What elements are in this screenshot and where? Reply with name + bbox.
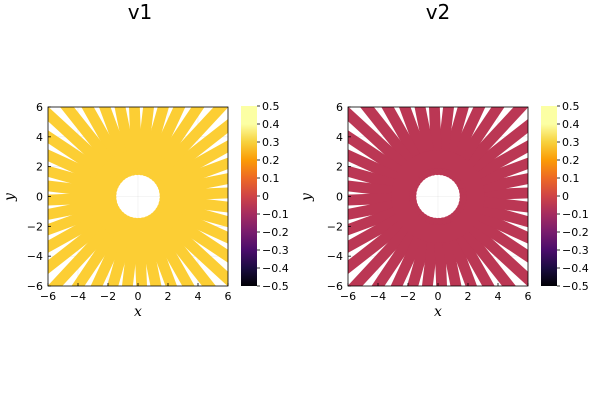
colorbar-tick-label: 0.4 bbox=[262, 118, 280, 131]
chart-title: v2 bbox=[426, 0, 451, 24]
colorbar-tick-label: 0 bbox=[562, 190, 569, 203]
colorbar-tick-label: −0.4 bbox=[262, 262, 289, 275]
y-tick-label: −4 bbox=[327, 250, 343, 263]
x-tick-label: 2 bbox=[165, 290, 172, 303]
y-tick-label: −6 bbox=[27, 280, 43, 293]
colorbar-tick-label: 0.4 bbox=[562, 118, 580, 131]
x-axis-label: x bbox=[134, 304, 142, 320]
y-tick-label: −2 bbox=[27, 220, 43, 233]
x-tick-label: −2 bbox=[100, 290, 116, 303]
y-tick-label: −6 bbox=[327, 280, 343, 293]
colorbar-tick-label: −0.4 bbox=[562, 262, 589, 275]
x-tick-label: 4 bbox=[495, 290, 502, 303]
colorbar-tick-label: −0.3 bbox=[262, 244, 289, 257]
x-tick-label: 0 bbox=[135, 290, 142, 303]
y-tick-label: 2 bbox=[36, 161, 43, 174]
y-axis-label: y bbox=[299, 192, 315, 202]
colorbar-tick-label: −0.5 bbox=[262, 280, 289, 293]
colorbar-tick-label: −0.5 bbox=[562, 280, 589, 293]
x-tick-label: 4 bbox=[195, 290, 202, 303]
colorbar-tick-label: 0.3 bbox=[262, 136, 280, 149]
colorbar-tick-label: −0.3 bbox=[562, 244, 589, 257]
scatter-series bbox=[48, 107, 228, 286]
y-tick-label: 4 bbox=[336, 131, 343, 144]
colorbar bbox=[241, 106, 257, 286]
y-tick-label: 0 bbox=[36, 191, 43, 204]
y-tick-label: 4 bbox=[36, 131, 43, 144]
colorbar-tick-label: 0.2 bbox=[562, 154, 580, 167]
x-axis-label: x bbox=[434, 304, 442, 320]
x-axis-ticks: −6 −4 −2 0 2 4 6 bbox=[40, 283, 232, 303]
colorbar-tick-label: −0.1 bbox=[262, 208, 289, 221]
x-tick-label: −2 bbox=[400, 290, 416, 303]
colorbar-tick-label: −0.2 bbox=[562, 226, 589, 239]
colorbar-tick-label: 0.5 bbox=[262, 100, 280, 113]
colorbar-tick-label: 0 bbox=[262, 190, 269, 203]
x-axis-ticks: −6 −4 −2 0 2 4 6 bbox=[340, 283, 532, 303]
x-tick-label: 6 bbox=[225, 290, 232, 303]
x-tick-label: −6 bbox=[340, 290, 356, 303]
y-axis-ticks: −6 −4 −2 0 2 4 6 bbox=[27, 101, 51, 293]
y-axis-label: y bbox=[2, 192, 18, 202]
y-tick-label: 6 bbox=[336, 101, 343, 114]
colorbar-tick-label: 0.5 bbox=[562, 100, 580, 113]
y-tick-label: 2 bbox=[336, 161, 343, 174]
y-tick-label: −2 bbox=[327, 220, 343, 233]
y-axis-ticks: −6 −4 −2 0 2 4 6 bbox=[327, 101, 351, 293]
colorbar-ticks: 0.5 0.4 0.3 0.2 0.1 0 −0.1 −0.2 −0.3 −0.4 −0.5 bbox=[557, 100, 589, 293]
x-tick-label: −4 bbox=[70, 290, 86, 303]
colorbar-ticks: 0.5 0.4 0.3 0.2 0.1 0 −0.1 −0.2 −0.3 −0.4 −0.5 bbox=[257, 100, 289, 293]
colorbar-tick-label: 0.1 bbox=[562, 172, 580, 185]
x-tick-label: 2 bbox=[465, 290, 472, 303]
chart-title: v1 bbox=[128, 0, 153, 24]
colorbar-tick-label: −0.1 bbox=[562, 208, 589, 221]
x-tick-label: 6 bbox=[525, 290, 532, 303]
scatter-inner-ring bbox=[391, 150, 485, 243]
scatter-series bbox=[348, 107, 528, 286]
x-tick-label: −4 bbox=[370, 290, 386, 303]
colorbar bbox=[541, 106, 557, 286]
y-tick-label: 6 bbox=[36, 101, 43, 114]
scatter-inner-ring bbox=[91, 150, 185, 243]
y-tick-label: 0 bbox=[336, 191, 343, 204]
colorbar-tick-label: −0.2 bbox=[262, 226, 289, 239]
x-tick-label: −6 bbox=[40, 290, 56, 303]
colorbar-tick-label: 0.2 bbox=[262, 154, 280, 167]
colorbar-tick-label: 0.3 bbox=[562, 136, 580, 149]
y-tick-label: −4 bbox=[27, 250, 43, 263]
colorbar-tick-label: 0.1 bbox=[262, 172, 280, 185]
x-tick-label: 0 bbox=[435, 290, 442, 303]
